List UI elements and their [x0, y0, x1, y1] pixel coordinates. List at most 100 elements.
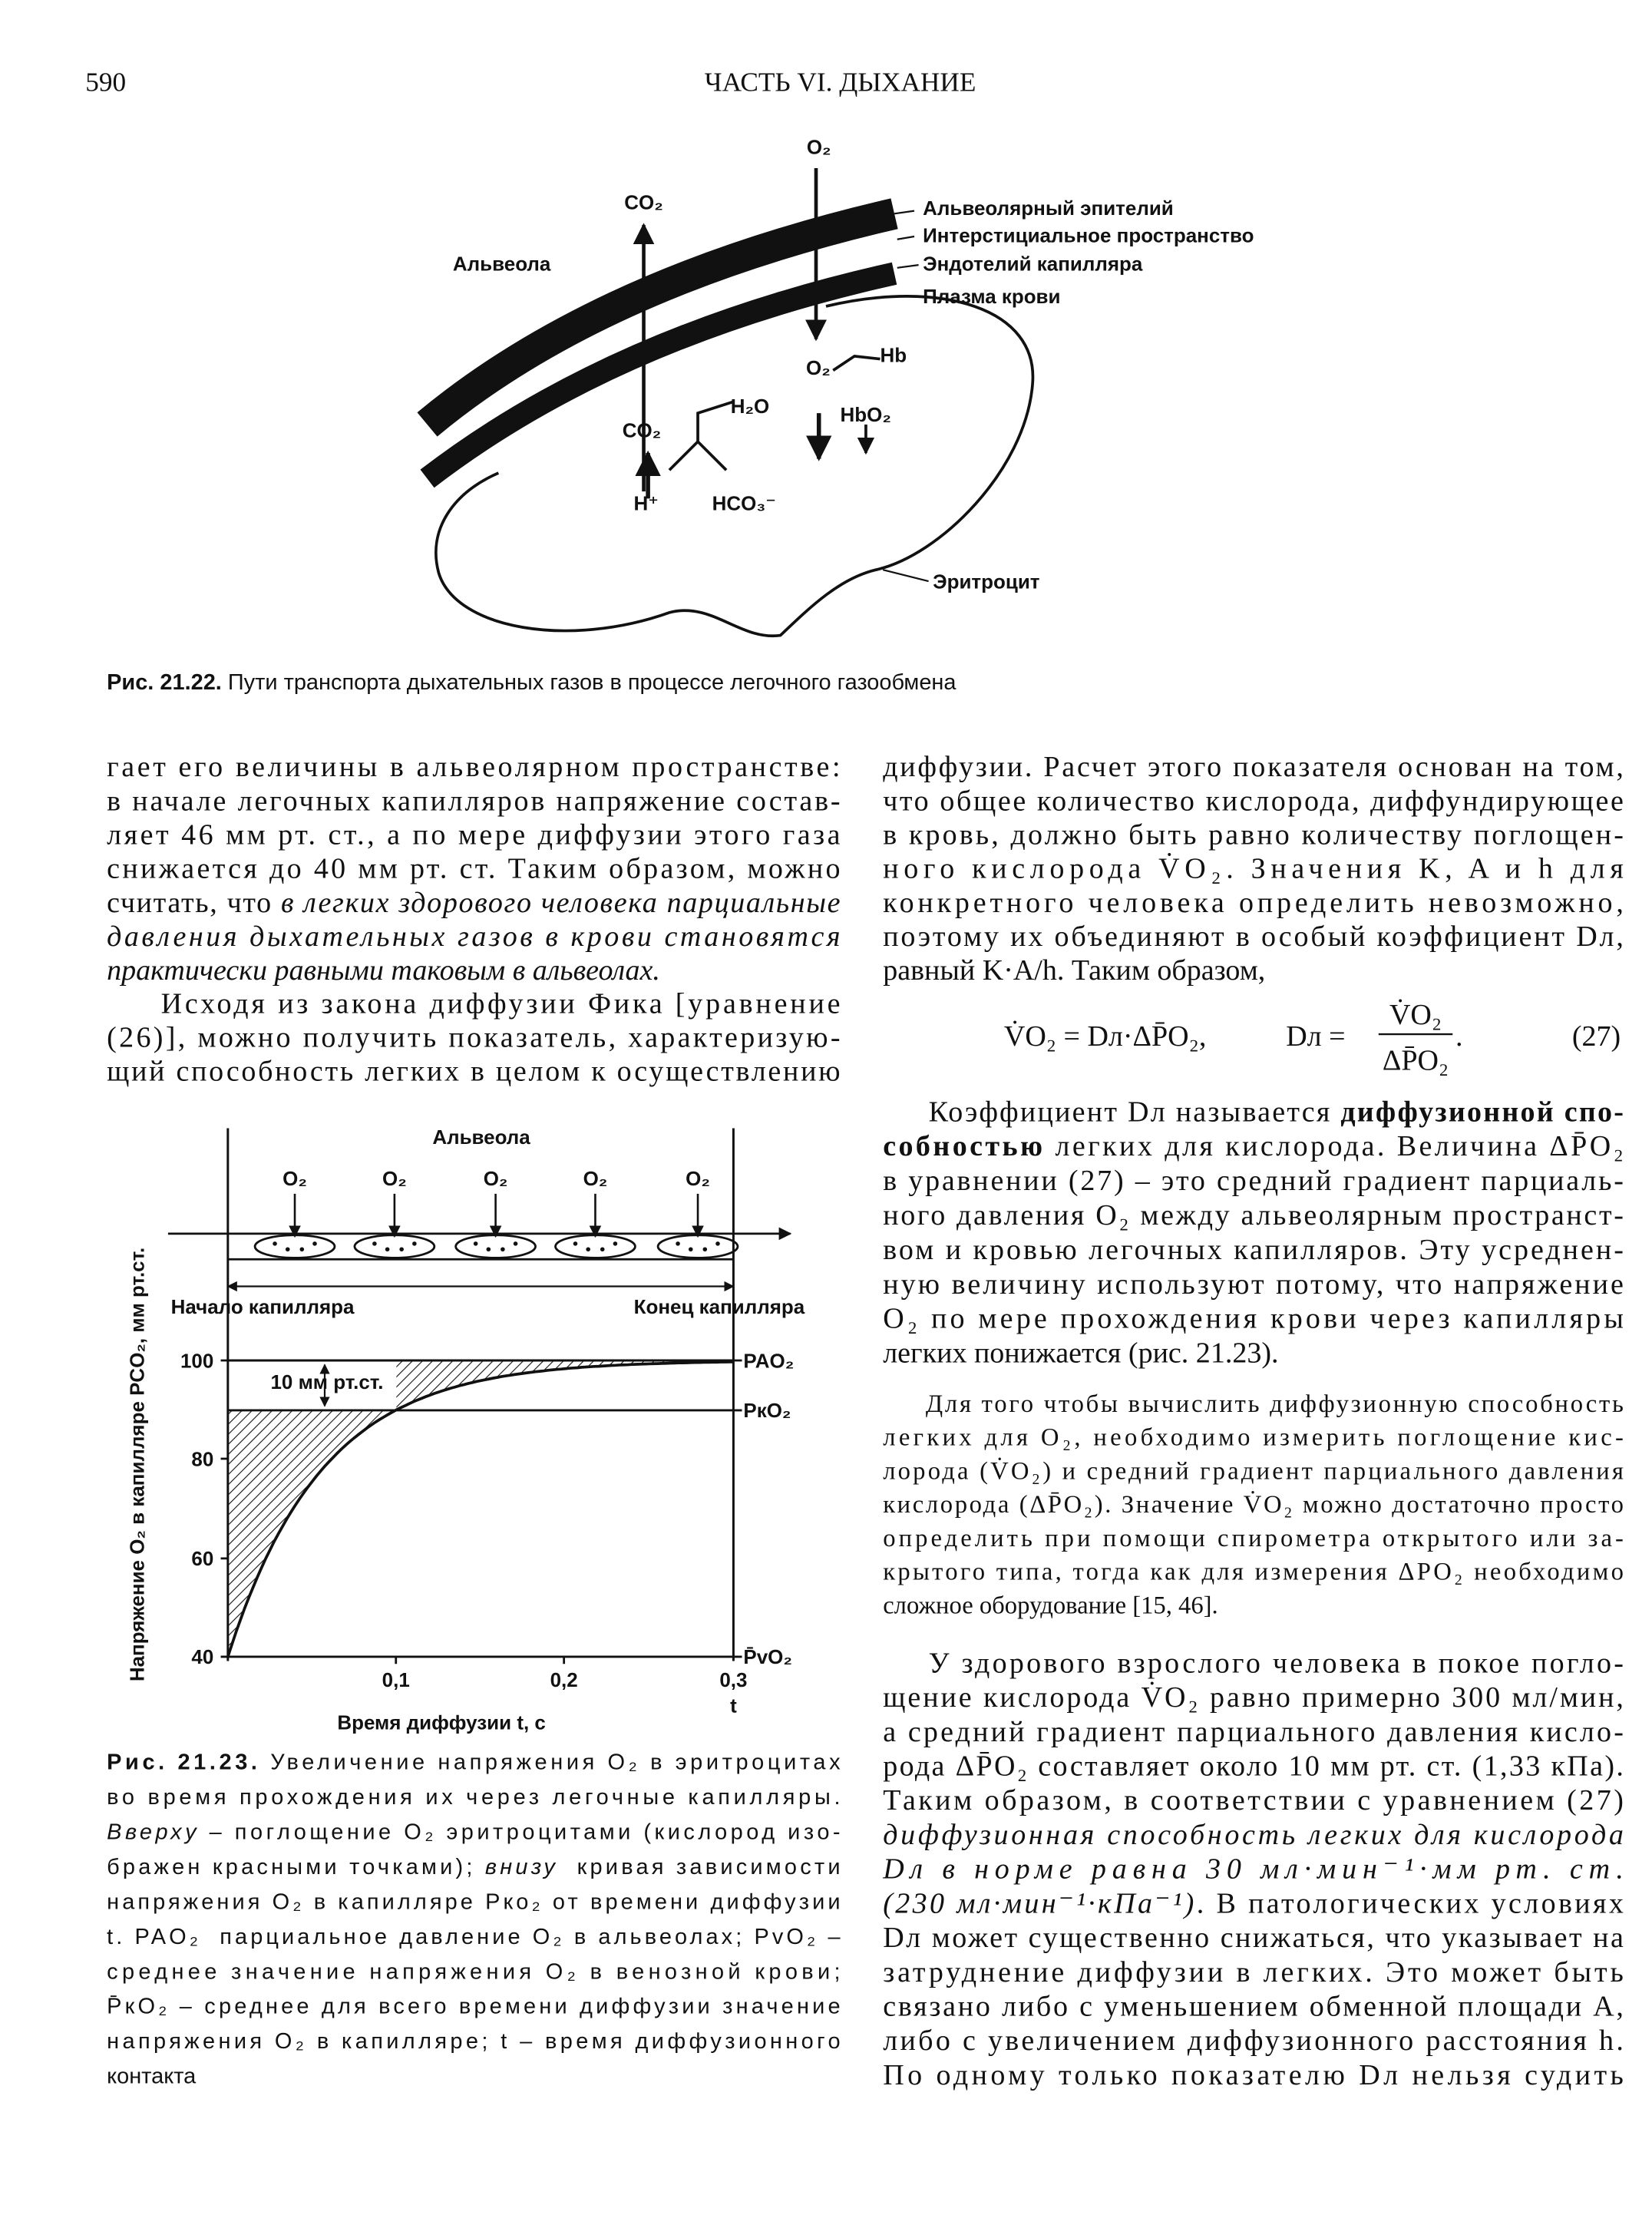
- po2-curve: [226, 1360, 734, 1658]
- text-run: крытого типа, тогда как для измерения ΔP…: [883, 1559, 1624, 1586]
- text-run: либо с увеличением диффузионного расстоя…: [883, 2025, 1624, 2057]
- text-line: диффузии. Расчет этого показателя основа…: [883, 751, 1624, 783]
- label: Альвеолярный эпителий: [923, 197, 1174, 220]
- text-run: Dл в норме равна 30 мл·мин⁻¹·мм рт. ст.: [882, 1853, 1624, 1886]
- text-line: Вверху – поглощение O₂ эритроцитами (кис…: [107, 1820, 840, 1844]
- text-run: легких для O₂, необходимо измерить погло…: [883, 1424, 1624, 1452]
- text-run: легких для кислорода. Величина ΔP̄O₂: [1046, 1130, 1624, 1162]
- text-run: рода ΔP̄O₂ составляет около 10 мм рт. ст…: [883, 1750, 1624, 1783]
- o2-dot: [299, 1247, 305, 1252]
- erythrocyte: [656, 1234, 739, 1259]
- label: 40: [191, 1645, 213, 1668]
- text-run: определить при помощи спирометра открыто…: [883, 1525, 1624, 1552]
- text-line: ного кислорода V̇O₂. Значения K, A и h д…: [883, 853, 1624, 885]
- text-run: напряжения O₂ в капилляре; t – время диф…: [107, 2029, 840, 2054]
- label: O₂: [686, 1167, 710, 1190]
- plot-frame: [226, 1128, 735, 1661]
- label: Эндотелий капилляра: [923, 253, 1143, 276]
- o2-dot: [715, 1241, 720, 1246]
- label: V̇O₂ = Dл·ΔP̄O₂,: [1004, 1020, 1206, 1053]
- o2-dot: [501, 1247, 505, 1252]
- text-run: ляет 46 мм рт. ст., а по мере диффузии э…: [107, 819, 841, 851]
- text-run: равный K·A/h. Таким образом,: [883, 954, 1265, 987]
- text-run: диффузии. Расчет этого показателя основа…: [883, 751, 1624, 783]
- text-run: среднее значение напряжения O₂ в венозно…: [107, 1959, 840, 1984]
- o2-dot: [613, 1241, 618, 1246]
- text-line: бражен красными точками); внизу кривая з…: [107, 1855, 840, 1879]
- text-line: в кровь, должно быть равно количеству по…: [883, 819, 1624, 851]
- text-run: лорода (V̇O₂) и средний градиент парциал…: [883, 1456, 1624, 1485]
- text-line: Коэффициент Dл называется диффузионной с…: [929, 1096, 1624, 1128]
- text-line: Dл в норме равна 30 мл·мин⁻¹·мм рт. ст.: [882, 1853, 1624, 1886]
- text-run: Dл может существенно снижаться, что указ…: [883, 1922, 1624, 1954]
- label: PкO₂: [743, 1399, 791, 1422]
- label: Конец капилляра: [634, 1295, 805, 1318]
- text-line: в уравнении (27) – это средний градиент …: [883, 1165, 1624, 1197]
- label: Альвеола: [453, 253, 551, 276]
- text-line: диффузионная способность легких для кисл…: [883, 1819, 1624, 1851]
- text-run: в легких здорового человека парциальные: [281, 887, 841, 919]
- text-run: P̄кO₂ – среднее для всего времени диффуз…: [107, 1995, 840, 2019]
- label: Начало капилляра: [171, 1295, 355, 1318]
- hatched-area: [227, 1410, 397, 1657]
- text-run: Коэффициент Dл называется: [929, 1096, 1340, 1128]
- text-line: (26)], можно получить показатель, характ…: [107, 1021, 840, 1053]
- text-run: конкретного человека определить невозмож…: [883, 887, 1624, 919]
- text-run: – поглощение O₂ эритроцитами (кислород и…: [200, 1820, 840, 1844]
- text-run: t. PAO₂ парциальное давление O₂ в альвео…: [107, 1925, 841, 1949]
- o2-dot: [600, 1247, 605, 1252]
- label: 10 мм рт.ст.: [270, 1370, 383, 1393]
- o2-dot: [486, 1247, 491, 1252]
- text-line: рода ΔP̄O₂ составляет около 10 мм рт. ст…: [883, 1750, 1624, 1783]
- text-line: затруднение диффузии в легких. Это может…: [883, 1956, 1624, 1988]
- text-line: Для того чтобы вычислить диффузионную сп…: [926, 1390, 1624, 1418]
- label: PAO₂: [743, 1349, 794, 1372]
- text-run: поэтому их объединяют в особый коэффицие…: [883, 921, 1624, 953]
- text-run: щение кислорода V̇O₂ равно примерно 300 …: [883, 1681, 1624, 1714]
- label: (27): [1572, 1020, 1621, 1053]
- text-run: кривая зависимости: [558, 1855, 840, 1879]
- text-line: равный K·A/h. Таким образом,: [883, 954, 1265, 987]
- text-line: (230 мл·мин⁻¹·кПа⁻¹). В патологических у…: [883, 1887, 1624, 1919]
- text-run: У здорового взрослого человека в покое п…: [929, 1647, 1624, 1679]
- label: Плазма крови: [923, 285, 1060, 308]
- text-line: определить при помощи спирометра открыто…: [883, 1525, 1624, 1552]
- text-run: вом и кровью легочных капилляров. Эту ус…: [883, 1234, 1624, 1266]
- label: .: [1455, 1020, 1463, 1053]
- o2-dot: [513, 1241, 518, 1246]
- text-run: Таким образом, в соответствии с уравнени…: [883, 1784, 1624, 1816]
- text-run: (230 мл·мин⁻¹·кПа⁻¹): [883, 1887, 1194, 1919]
- alveolar-epithelium: [417, 198, 898, 437]
- label: O₂: [282, 1167, 307, 1190]
- figure-diffusion-time: [167, 1128, 792, 1664]
- text-line: напряжения O₂ в капилляре Pкo₂ от времен…: [107, 1889, 840, 1914]
- text-run: Увеличение напряжения O₂ в эритроцитах: [261, 1750, 841, 1775]
- text-line: напряжения O₂ в капилляре; t – время диф…: [107, 2029, 840, 2054]
- text-line: давления дыхательных газов в крови стано…: [107, 921, 840, 953]
- text-run: кислорода (ΔP̄O₂). Значение V̇O₂ можно д…: [883, 1490, 1624, 1519]
- erythrocyte: [554, 1234, 636, 1259]
- erythrocyte: [253, 1234, 336, 1259]
- o2-dot: [676, 1241, 680, 1246]
- text-line: Рис. 21.23. Увеличение напряжения O₂ в э…: [107, 1750, 841, 1775]
- text-line: По одному только показателю Dл нельзя су…: [883, 2059, 1624, 2091]
- text-line: Исходя из закона диффузии Фика [уравнени…: [161, 987, 841, 1020]
- label: CO₂: [624, 191, 662, 214]
- label: Dл =: [1286, 1020, 1345, 1053]
- text-line: во время прохождения их через легочные к…: [107, 1785, 840, 1810]
- text-line: а средний градиент парциального давления…: [883, 1716, 1624, 1748]
- hatched-area: [396, 1360, 734, 1410]
- text-run: . В патологических условиях: [1197, 1887, 1624, 1919]
- text-line: в начале легочных капилляров напряжение …: [107, 785, 840, 817]
- text-run: сложное оборудование [15, 46].: [883, 1592, 1218, 1620]
- reaction-lines: [832, 354, 881, 372]
- o2-dot: [312, 1241, 317, 1246]
- text-run: диффузионная способность легких для кисл…: [883, 1819, 1624, 1851]
- label: Напряжение O₂ в капилляре PCO₂, мм рт.ст…: [125, 1248, 148, 1681]
- o2-dot: [586, 1247, 590, 1252]
- o2-dot: [688, 1247, 693, 1252]
- label: ЧАСТЬ VI. ДЫХАНИЕ: [705, 68, 976, 98]
- o2-dot: [412, 1241, 417, 1246]
- text-run: что общее количество кислорода, диффунди…: [883, 785, 1624, 817]
- text-line: практически равными таковым в альвеолах.: [107, 954, 660, 987]
